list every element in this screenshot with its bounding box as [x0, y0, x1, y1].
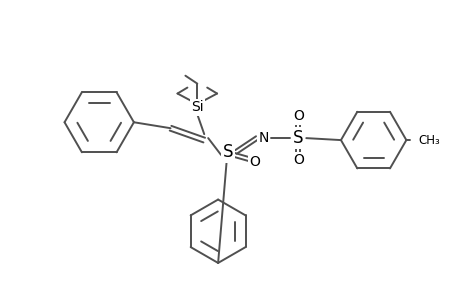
Text: Si: Si [190, 100, 203, 114]
Text: S: S [292, 129, 303, 147]
Text: Si: Si [190, 100, 203, 114]
Text: O: O [249, 155, 260, 169]
Text: CH₃: CH₃ [417, 134, 439, 147]
Text: O: O [292, 153, 303, 167]
Text: S: S [222, 143, 233, 161]
Text: N: N [258, 131, 269, 145]
Text: O: O [292, 109, 303, 123]
